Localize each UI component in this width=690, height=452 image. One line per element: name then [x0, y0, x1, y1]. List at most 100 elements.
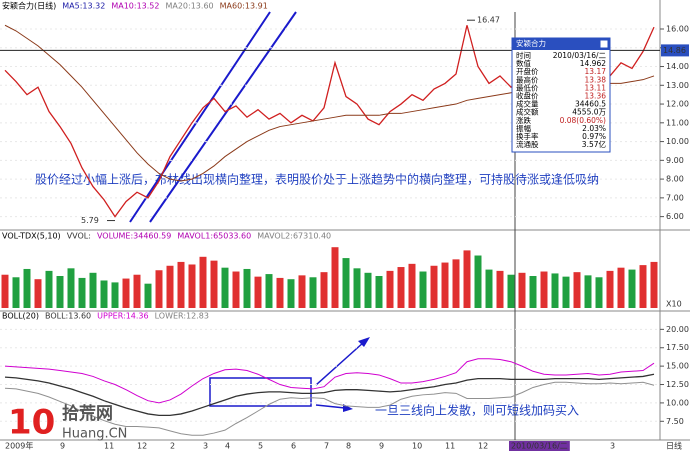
legend-entry: MAVOL2:67310.40 [257, 232, 331, 241]
volume-bar [441, 262, 449, 308]
cursor-date-label: 2010/03/16/二 [511, 442, 568, 451]
info-value: 13.11 [585, 83, 607, 92]
legend-entry: BOLL:13.60 [45, 312, 91, 321]
x-tick-label: 11 [104, 442, 114, 451]
volume-bar [573, 272, 581, 308]
volume-bar [496, 270, 504, 308]
arrow [315, 341, 365, 386]
y-tick-label: 15.00 [666, 362, 689, 371]
annotation: 股价经过小幅上涨后，布林线出现横向整理，表明股价处于上涨趋势中的横向整理，可持股… [35, 172, 599, 187]
volume-bar [562, 276, 570, 308]
x-tick-label: 2 [170, 442, 175, 451]
trend-line [149, 11, 297, 223]
volume-bar [364, 272, 372, 308]
legend-entry: MA20:13.60 [165, 2, 213, 11]
y-tick-label: 12.00 [666, 100, 689, 109]
y-tick-label: 7.00 [666, 193, 684, 202]
legend-entry: VVOL: [67, 232, 91, 241]
volume-bar [639, 265, 647, 308]
x-tick-label: 11 [445, 442, 455, 451]
volume-bar [518, 272, 526, 308]
info-box-frame [511, 37, 611, 153]
volume-bar [254, 276, 262, 308]
volume-bar [122, 278, 130, 308]
y-tick-label: 14.00 [666, 62, 689, 71]
info-value: 14.962 [580, 59, 606, 68]
volume-bar [397, 267, 405, 308]
volume-bar [375, 276, 383, 308]
info-box: 安颖合力 时间 2010/03/16/二数值 14.962 开盘价 13.17 最高价 13… [511, 37, 611, 153]
axis-unit: X10 [666, 300, 682, 309]
volume-bar [67, 268, 75, 308]
info-label: 开盘价 [516, 66, 539, 76]
volume-bar [595, 277, 603, 308]
volume-bar [452, 259, 460, 308]
x-tick-label: 4 [225, 442, 230, 451]
volume-bar [331, 247, 339, 308]
arrow [315, 404, 346, 409]
annotation: 一旦三线向上发散，则可短线加码买入 [375, 403, 579, 418]
x-tick-label: 12 [478, 442, 488, 451]
volume-bar [265, 274, 273, 308]
x-tick-label: 3 [203, 442, 208, 451]
y-tick-label: 13.00 [666, 81, 689, 90]
y-tick-label: 20.00 [666, 325, 689, 334]
info-label: 流通股 [516, 139, 539, 149]
legend-entry: UPPER:14.36 [97, 312, 148, 321]
price-label: 14.86 [663, 46, 686, 55]
volume-bar [78, 277, 86, 308]
info-label: 涨跌 [516, 115, 531, 125]
volume-bar [287, 279, 295, 308]
volume-bar [419, 271, 427, 308]
volume-bar [232, 271, 240, 308]
volume-bar [485, 269, 493, 308]
cursor-date-box [509, 441, 570, 451]
logo-name: 拾荒网 [62, 403, 113, 424]
y-tick-label: 7.50 [666, 417, 684, 426]
panel-title: BOLL(20) [2, 312, 39, 321]
y-tick-label: 8.00 [666, 175, 684, 184]
info-value: 2.03% [582, 124, 606, 133]
volume-bar [34, 279, 42, 308]
x-tick-label: 3 [610, 442, 615, 451]
volume-bar [144, 283, 152, 308]
volume-bar [320, 272, 328, 308]
volume-bar [243, 268, 251, 308]
y-tick-label: 12.50 [666, 380, 689, 389]
info-box-titlebar [512, 38, 610, 50]
volume-bar [45, 270, 53, 308]
info-label: 收盘价 [516, 91, 539, 101]
legend-entry: MA10:13.52 [111, 2, 159, 11]
x-tick-label: 2009年 [5, 441, 33, 451]
volume-bar [617, 267, 625, 308]
legend-entry: MA60:13.91 [220, 2, 268, 11]
volume-bar [353, 268, 361, 308]
info-label: 成交量 [516, 99, 539, 109]
logo: 10 拾荒网 Huang.CN [8, 403, 127, 443]
volume-bar [628, 269, 636, 308]
x-tick-label: 9 [379, 442, 384, 451]
volume-bar [133, 274, 141, 308]
info-label: 成交额 [516, 107, 539, 117]
series-line [4, 373, 655, 417]
logo-mark: 10 [8, 403, 55, 443]
volume-bar [221, 267, 229, 308]
y-tick-label: 6.00 [666, 212, 684, 221]
trend-line [129, 11, 271, 223]
info-value: 0.97% [582, 132, 606, 141]
volume-bar [276, 277, 284, 308]
volume-bar [188, 264, 196, 308]
y-tick-label: 10.00 [666, 398, 689, 407]
volume-bar [474, 255, 482, 308]
volume-bar [166, 265, 174, 308]
info-label: 换手率 [516, 131, 539, 141]
info-label: 最高价 [516, 74, 539, 84]
info-value: 3.57亿 [582, 139, 607, 149]
close-button[interactable] [599, 39, 609, 49]
info-value: 0.08(0.60%) [560, 116, 606, 125]
period-label: 日线 [666, 441, 682, 451]
x-tick-label: 5 [258, 442, 263, 451]
x-tick-label: 12 [137, 442, 147, 451]
info-value: 34460.5 [575, 100, 606, 109]
volume-bar [56, 276, 64, 308]
